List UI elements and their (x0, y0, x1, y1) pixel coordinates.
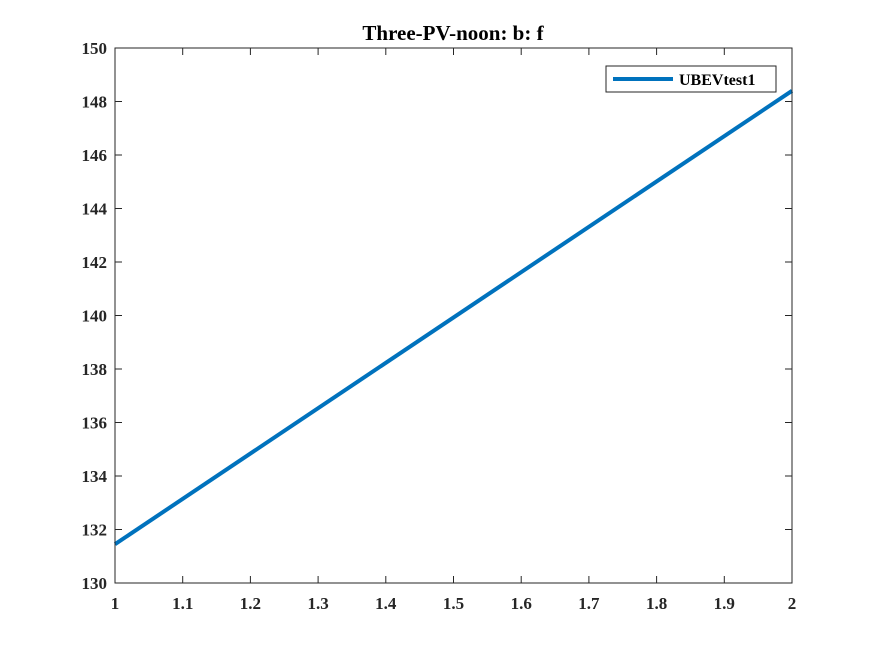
chart-title: Three-PV-noon: b: f (362, 21, 544, 45)
x-tick-label: 1.3 (307, 594, 328, 613)
y-tick-label: 136 (82, 414, 108, 433)
plot-area-frame (114, 47, 793, 584)
legend-label: UBEVtest1 (679, 72, 755, 89)
y-tick-label: 140 (82, 307, 108, 326)
x-tick-label: 1.6 (511, 594, 532, 613)
x-tick-label: 1.4 (375, 594, 397, 613)
series-line-0 (113, 89, 794, 546)
x-tick-label: 1.1 (172, 594, 193, 613)
x-tick-label: 1.7 (578, 594, 600, 613)
series-layer (113, 89, 794, 546)
y-tick-label: 148 (82, 93, 108, 112)
y-tick-label: 138 (82, 360, 108, 379)
x-tick-label: 1.9 (714, 594, 735, 613)
x-tick-label: 1.2 (240, 594, 261, 613)
y-tick-label: 130 (82, 574, 108, 593)
y-tick-label: 150 (82, 39, 108, 58)
y-tick-label: 146 (82, 146, 108, 165)
x-tick-label: 1.5 (443, 594, 464, 613)
legend: UBEVtest1 (605, 65, 777, 93)
x-tick-label: 2 (788, 594, 797, 613)
y-tick-label: 134 (82, 467, 108, 486)
y-tick-label: 132 (82, 521, 108, 540)
y-tick-label: 142 (82, 253, 108, 272)
x-tick-label: 1 (111, 594, 120, 613)
y-tick-label: 144 (82, 200, 108, 219)
ticks-layer: 1 1.1 1.2 1.3 1.4 1.5 1.6 1.7 1.8 1.9 2 130 132 134 13… (82, 39, 797, 613)
x-tick-label: 1.8 (646, 594, 667, 613)
